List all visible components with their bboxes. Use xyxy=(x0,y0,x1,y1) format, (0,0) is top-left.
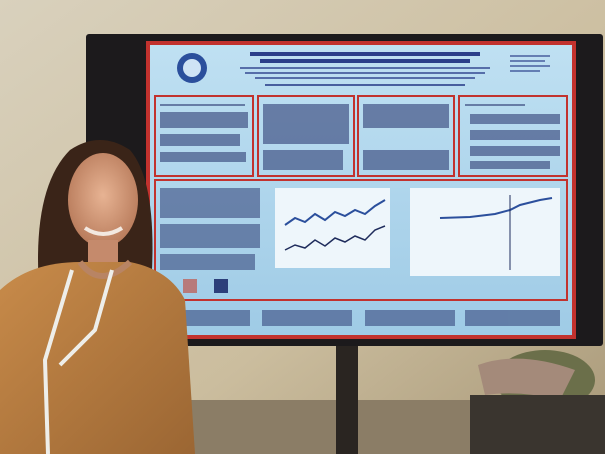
logo-inner xyxy=(183,59,201,77)
person xyxy=(0,140,195,454)
text-block xyxy=(470,114,560,124)
text-block xyxy=(465,310,560,326)
text-block xyxy=(263,104,349,144)
text-block xyxy=(263,150,343,170)
text-line xyxy=(510,55,550,57)
text-line xyxy=(510,65,550,67)
lanyard xyxy=(58,269,114,367)
text-block xyxy=(160,254,255,270)
text-block xyxy=(365,310,455,326)
author-line xyxy=(255,77,475,79)
box xyxy=(154,95,254,177)
collar xyxy=(77,259,133,279)
author-line xyxy=(245,72,485,74)
swatch xyxy=(183,279,197,293)
smile xyxy=(83,226,124,236)
lanyard xyxy=(42,269,74,454)
box xyxy=(458,95,568,177)
sweater xyxy=(0,262,195,454)
lower-text xyxy=(160,188,260,270)
text-block xyxy=(160,112,248,128)
text-block xyxy=(160,152,246,162)
face xyxy=(68,153,138,247)
lower-box xyxy=(154,179,568,301)
title-line xyxy=(260,59,470,63)
chart-image xyxy=(275,188,390,268)
title-lines xyxy=(240,52,490,86)
box xyxy=(257,95,355,177)
text-block xyxy=(363,150,449,170)
author-line xyxy=(240,67,490,69)
tv-stand xyxy=(336,340,358,454)
author-line xyxy=(265,84,465,86)
chart-line xyxy=(284,225,386,251)
text-block xyxy=(160,224,260,248)
upper-boxes xyxy=(154,95,568,177)
chart-image xyxy=(410,188,560,276)
text-block xyxy=(160,134,240,146)
text-block xyxy=(160,188,260,218)
text-block xyxy=(470,161,550,169)
text-line xyxy=(465,104,525,106)
swatch xyxy=(214,279,228,293)
title-line xyxy=(250,52,480,56)
text-line xyxy=(510,70,540,72)
box-text xyxy=(160,104,560,170)
text-block xyxy=(363,104,449,128)
leaf xyxy=(478,358,575,400)
plant xyxy=(470,350,605,454)
text-block xyxy=(470,146,560,156)
text-line xyxy=(510,60,545,62)
poster xyxy=(146,41,576,339)
box xyxy=(357,95,455,177)
text-block xyxy=(262,310,352,326)
pot xyxy=(470,395,605,454)
text-line xyxy=(160,104,245,106)
chart-line xyxy=(284,199,386,226)
text-block xyxy=(470,130,560,140)
header-side-text xyxy=(510,55,550,72)
